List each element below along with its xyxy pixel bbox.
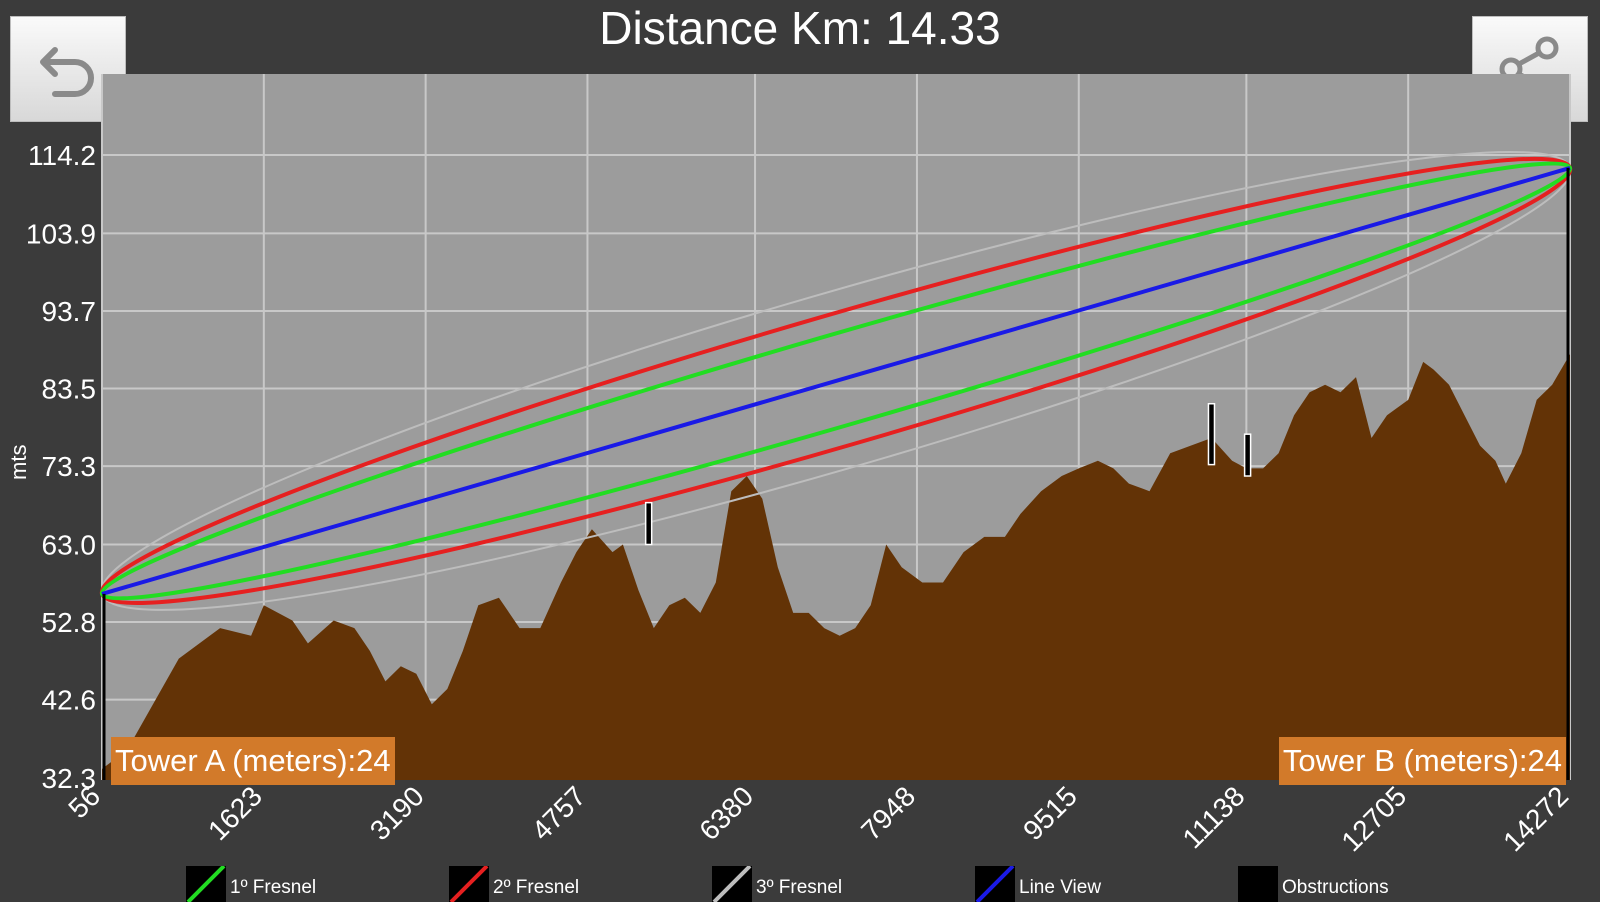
- tower-a-label: Tower A (meters):24: [111, 737, 395, 785]
- legend-label: Line View: [1019, 877, 1102, 898]
- obstruction-marker: [1207, 402, 1216, 466]
- line-of-sight: [101, 166, 1571, 596]
- legend-item: 3º Fresnel: [712, 866, 975, 902]
- x-tick-label: 7948: [855, 780, 921, 846]
- y-tick-label: 73.3: [42, 451, 97, 482]
- distance-title: Distance Km: 14.33: [599, 2, 1001, 54]
- y-tick-label: 83.5: [42, 374, 97, 405]
- y-tick-label: 42.6: [42, 685, 97, 716]
- legend-label: 2º Fresnel: [493, 877, 580, 898]
- x-tick-label: 11138: [1177, 780, 1251, 854]
- x-tick-label: 14272: [1497, 780, 1574, 857]
- legend-label: 1º Fresnel: [230, 877, 317, 898]
- chart-legend: 1º Fresnel 2º Fresnel 3º Fresnel Line View O…: [186, 866, 1389, 902]
- legend-label: Obstructions: [1282, 877, 1389, 898]
- back-arrow-icon: [40, 47, 94, 97]
- diagonal-line-icon: [449, 866, 489, 902]
- diagonal-line-icon: [712, 866, 752, 902]
- obstruction-marker: [1243, 433, 1252, 477]
- y-tick-label: 93.7: [42, 296, 97, 327]
- x-tick-label: 3190: [364, 780, 430, 846]
- legend-item: Line View: [975, 866, 1238, 902]
- square-icon: [1238, 866, 1278, 902]
- x-tick-label: 6380: [693, 780, 759, 846]
- x-tick-label: 9515: [1017, 780, 1083, 846]
- legend-label: 3º Fresnel: [756, 877, 843, 898]
- y-tick-label: 52.8: [42, 607, 97, 638]
- terrain-area: [102, 354, 1570, 780]
- x-tick-label: 1623: [202, 780, 268, 846]
- x-tick-label: 12705: [1335, 780, 1412, 857]
- x-tick-label: 4757: [526, 780, 592, 846]
- y-tick-label: 63.0: [42, 529, 97, 560]
- obstruction-marker: [644, 501, 653, 546]
- diagonal-line-icon: [186, 866, 226, 902]
- y-tick-label: 32.3: [42, 763, 97, 794]
- legend-item: Obstructions: [1238, 866, 1389, 902]
- diagonal-line-icon: [975, 866, 1015, 902]
- y-tick-label: 103.9: [26, 218, 96, 249]
- tower-b-label: Tower B (meters):24: [1278, 737, 1566, 785]
- legend-item: 1º Fresnel: [186, 866, 449, 902]
- legend-item: 2º Fresnel: [449, 866, 712, 902]
- y-tick-label: 114.2: [28, 140, 96, 171]
